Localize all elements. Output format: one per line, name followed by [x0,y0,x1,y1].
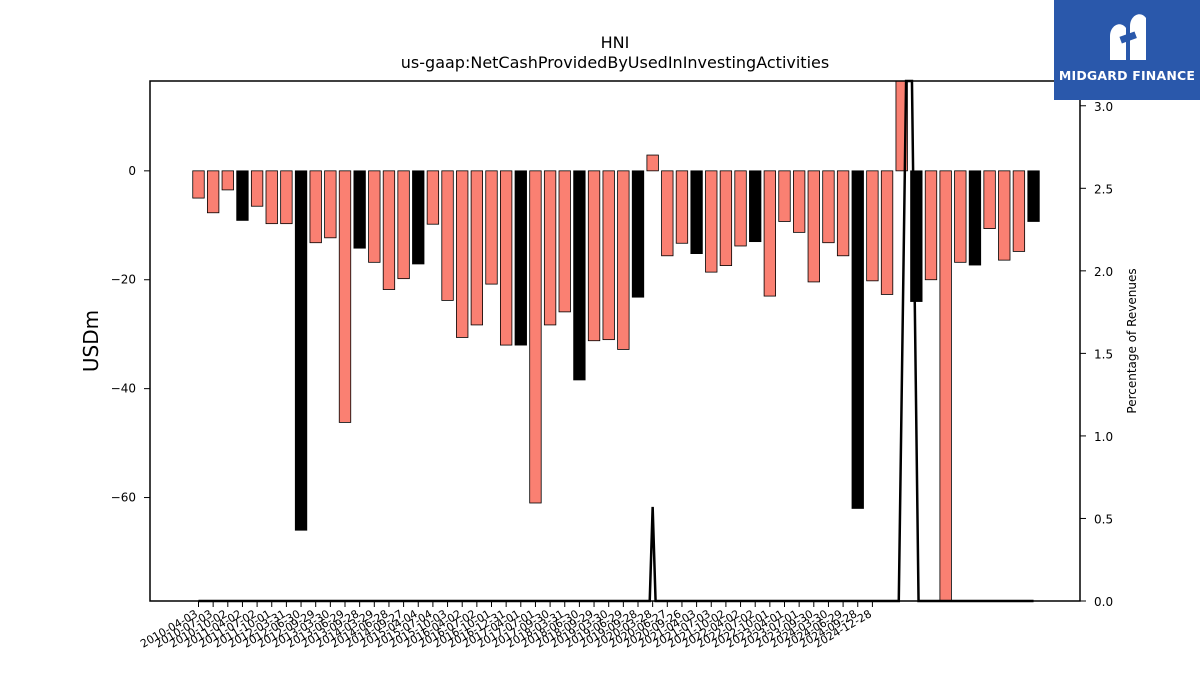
bar-1 [206,170,220,214]
bar-54 [983,170,996,229]
bar-40 [778,170,791,222]
chart-subtitle: us-gaap:NetCashProvidedByUsedInInvesting… [401,53,829,72]
bar-5 [265,170,278,225]
bar-22 [514,170,527,346]
bar-6 [280,170,293,225]
bars-layer [192,80,1040,602]
bar-12 [368,170,381,263]
y-tick-label-3: −60 [111,491,136,505]
bar-32 [661,170,674,257]
bar-0 [192,170,205,199]
bar-49 [910,170,923,302]
bar-28 [602,170,615,341]
bar-2 [221,170,234,191]
y-axis: 0 −20 −40 −60 [111,164,150,505]
y2-axis-label: Percentage of Revenues [1125,268,1139,413]
bar-23 [529,170,542,504]
bar-8 [309,170,322,244]
bar-42 [807,170,820,283]
y2-tick-label-1: 0.5 [1094,512,1113,526]
y-tick-label-0: 0 [128,164,136,178]
y-axis-label: USDm [79,310,103,372]
midgard-logo-icon [1110,14,1146,60]
bar-31 [646,154,659,172]
bar-26 [573,170,586,381]
logo-text: MIDGARD FINANCE [1058,68,1196,83]
y-tick-label-2: −40 [111,382,136,396]
bar-43 [822,170,835,244]
y2-tick-label-5: 2.5 [1094,182,1113,196]
bar-45 [851,170,864,509]
bar-11 [353,170,366,249]
bar-33 [675,170,689,244]
bar-4 [250,170,264,207]
bar-38 [749,170,762,243]
bar-25 [558,170,571,313]
bar-16 [426,170,440,225]
bar-10 [338,170,352,423]
bar-53 [968,170,982,266]
bar-19 [470,170,484,326]
chart-title: HNI [601,33,630,52]
bar-14 [397,170,410,280]
bar-47 [880,170,894,295]
y2-tick-label-2: 1.0 [1094,430,1113,444]
bar-51 [939,170,952,602]
bar-21 [499,170,513,346]
bar-46 [866,170,879,282]
plot-frame [149,80,1081,602]
percentage-line [198,79,1034,603]
y2-tick-label-0: 0.0 [1094,595,1113,609]
bar-44 [836,170,850,257]
bar-37 [734,170,747,247]
bar-15 [412,170,425,265]
bar-39 [763,170,776,297]
bar-30 [631,170,645,298]
bar-9 [324,170,337,239]
bar-57 [1027,170,1040,222]
bar-35 [705,170,718,273]
y2-axis: 0.0 0.5 1.0 1.5 2.0 2.5 3.0 [1080,100,1113,609]
bar-13 [382,170,396,290]
bar-7 [294,170,308,531]
bar-52 [954,170,967,263]
bar-27 [587,170,601,342]
midgard-finance-logo: MIDGARD FINANCE [1054,0,1200,100]
bar-50 [924,170,938,281]
bar-36 [719,170,733,266]
bar-20 [485,170,498,285]
x-axis: 2010-04-032010-07-032010-10-022011-04-02… [138,601,874,651]
bar-41 [793,170,806,233]
y2-tick-label-6: 3.0 [1094,100,1113,114]
bar-24 [543,170,557,326]
bar-55 [998,170,1011,261]
line-layer [198,79,1034,603]
bar-34 [690,170,703,254]
bar-17 [441,170,454,301]
bar-18 [456,170,469,338]
y2-tick-label-4: 2.0 [1094,265,1113,279]
y2-tick-label-3: 1.5 [1094,347,1113,361]
bar-56 [1012,170,1026,252]
bar-29 [617,170,630,350]
bar-3 [236,170,249,221]
y-tick-label-1: −20 [111,273,136,287]
